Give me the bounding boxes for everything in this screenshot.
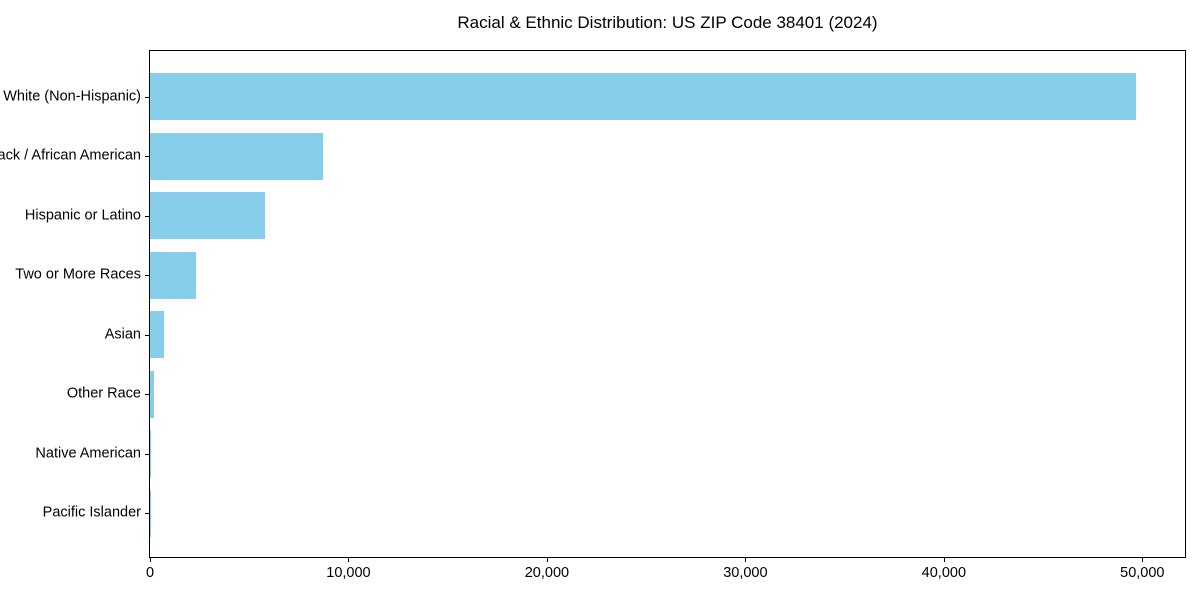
y-axis-tick xyxy=(145,513,150,515)
x-tick-label: 40,000 xyxy=(921,565,967,581)
bar xyxy=(150,132,323,180)
y-tick-label: Hispanic or Latino xyxy=(24,207,141,224)
x-axis-tick xyxy=(150,557,151,562)
chart-title: Racial & Ethnic Distribution: US ZIP Cod… xyxy=(457,13,878,32)
y-axis-tick xyxy=(145,215,150,217)
y-tick-label: Asian xyxy=(104,326,141,343)
y-axis-tick xyxy=(145,275,150,277)
x-tick-label: 50,000 xyxy=(1120,565,1165,581)
y-axis-tick xyxy=(145,334,150,336)
y-tick-label: Other Race xyxy=(66,385,141,402)
bar xyxy=(150,251,196,299)
bar xyxy=(150,73,1137,121)
plot-area: White (Non-Hispanic) Black / African Amer… xyxy=(0,50,1186,581)
y-axis-tick xyxy=(145,453,150,455)
y-tick-label: Two or More Races xyxy=(15,266,141,283)
y-axis-tick xyxy=(145,156,150,158)
x-tick-label: 0 xyxy=(145,565,155,581)
y-tick-label: White (Non-Hispanic) xyxy=(3,88,141,105)
x-axis-tick xyxy=(546,557,548,562)
y-tick-label: Native American xyxy=(35,445,141,462)
y-tick-label: Pacific Islander xyxy=(42,504,141,521)
x-axis-tick xyxy=(348,557,350,562)
bar xyxy=(150,192,266,240)
x-tick-label: 30,000 xyxy=(723,565,768,581)
y-axis-tick xyxy=(145,96,150,98)
y-axis-tick xyxy=(145,394,150,396)
x-axis-tick xyxy=(745,557,747,562)
x-axis-tick xyxy=(1142,557,1144,562)
x-tick-label: 10,000 xyxy=(326,565,371,581)
bar xyxy=(150,311,164,359)
bar xyxy=(150,430,151,478)
x-tick-label: 20,000 xyxy=(524,565,570,581)
y-tick-label: Black / African American xyxy=(0,147,141,164)
x-axis-tick xyxy=(943,557,945,562)
bar xyxy=(150,370,154,418)
